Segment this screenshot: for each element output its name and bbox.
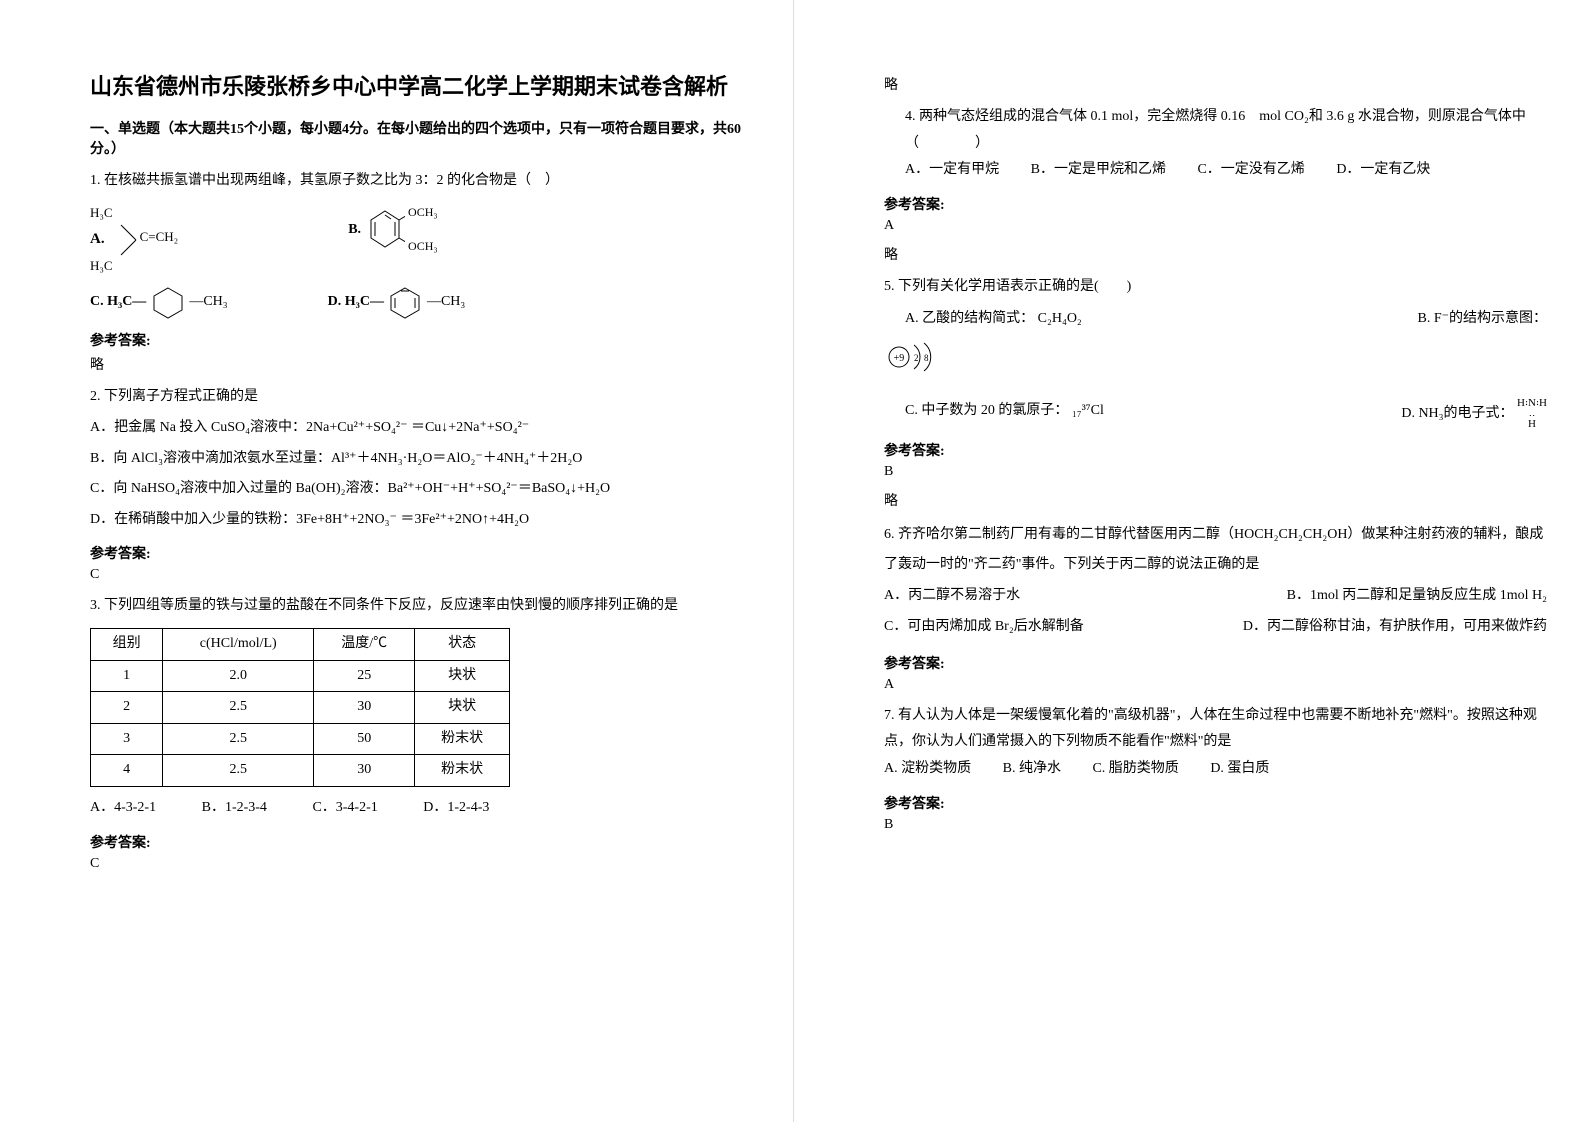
q6-opt-c: C．可由丙烯加成 Br₂后水解制备	[884, 612, 1084, 643]
page-left: 山东省德州市乐陵张桥乡中心中学高二化学上学期期末试卷含解析 一、单选题（本大题共…	[0, 0, 794, 1122]
answer-label: 参考答案:	[90, 330, 753, 350]
q5-opt-d: D. NH₃的电子式： H꞉N꞉H ‥ H	[1401, 398, 1547, 430]
q5-shell-diagram: +9 2 8	[884, 337, 1547, 388]
q6-answer: A	[884, 677, 1547, 693]
q6-opt-b: B．1mol 丙二醇和足量钠反应生成 1mol H₂	[1287, 581, 1547, 612]
benzene-d-icon	[387, 284, 423, 320]
svg-text:2: 2	[914, 353, 919, 363]
main-title: 山东省德州市乐陵张桥乡中心中学高二化学上学期期末试卷含解析	[90, 70, 753, 103]
answer-label: 参考答案:	[884, 194, 1547, 214]
table-row: 3 2.5 50 粉末状	[91, 723, 510, 755]
question-4: 4. 两种气态烃组成的混合气体 0.1 mol，完全燃烧得 0.16 mol C…	[884, 104, 1547, 184]
q3-options: A．4-3-2-1 B．1-2-3-4 C．3-4-2-1 D．1-2-4-3	[90, 795, 753, 822]
q3-answer: C	[90, 856, 753, 872]
q2-opt-a: A．把金属 Na 投入 CuSO₄溶液中：2Na+Cu²⁺+SO₄²⁻ ＝Cu↓…	[90, 415, 753, 442]
q2-stem: 2. 下列离子方程式正确的是	[90, 384, 753, 411]
question-1: 1. 在核磁共振氢谱中出现两组峰，其氢原子数之比为 3：2 的化合物是（ ） H…	[90, 168, 753, 320]
question-7: 7. 有人认为人体是一架缓慢氧化着的"高级机器"，人体在生命过程中也需要不断地补…	[884, 703, 1547, 783]
svg-text:+9: +9	[894, 353, 905, 364]
q1-option-d: D. H₃C— —CH₃	[328, 284, 466, 320]
q1-option-b: B. OCH₃ OCH₃	[348, 201, 437, 279]
table-row: 1 2.0 25 块状	[91, 660, 510, 692]
q7-stem: 7. 有人认为人体是一架缓慢氧化着的"高级机器"，人体在生命过程中也需要不断地补…	[884, 703, 1547, 756]
q5-stem: 5. 下列有关化学用语表示正确的是( )	[884, 274, 1547, 301]
q4-略: 略	[884, 244, 1547, 264]
q4-stem: 4. 两种气态烃组成的混合气体 0.1 mol，完全燃烧得 0.16 mol C…	[884, 104, 1547, 157]
q5-opt-c: C. 中子数为 20 的氯原子： ₁₇³⁷Cl	[884, 398, 1104, 430]
q3-stem: 3. 下列四组等质量的铁与过量的盐酸在不同条件下反应，反应速率由快到慢的顺序排列…	[90, 593, 753, 620]
q4-answer: A	[884, 218, 1547, 234]
q6-stem: 6. 齐齐哈尔第二制药厂用有毒的二甘醇代替医用丙二醇（HOCH₂CH₂CH₂OH…	[884, 520, 1547, 582]
question-3: 3. 下列四组等质量的铁与过量的盐酸在不同条件下反应，反应速率由快到慢的顺序排列…	[90, 593, 753, 821]
q1-answer: 略	[90, 354, 753, 374]
q5-略: 略	[884, 490, 1547, 510]
answer-label: 参考答案:	[90, 543, 753, 563]
section-1-head: 一、单选题（本大题共15个小题，每小题4分。在每小题给出的四个选项中，只有一项符…	[90, 118, 753, 158]
th: 组别	[91, 629, 163, 661]
table-row: 组别 c(HCl/mol/L) 温度/℃ 状态	[91, 629, 510, 661]
answer-label: 参考答案:	[884, 653, 1547, 673]
q5-opt-a: A. 乙酸的结构简式： C₂H₄O₂	[884, 306, 1082, 333]
q3-table: 组别 c(HCl/mol/L) 温度/℃ 状态 1 2.0 25 块状 2 2.…	[90, 628, 510, 787]
q1-option-a: H₃C A. H₃C C=CH₂	[90, 201, 228, 279]
q5-opt-b: B. F⁻的结构示意图：	[1417, 306, 1547, 333]
table-row: 4 2.5 30 粉末状	[91, 755, 510, 787]
benzene-b-icon	[365, 207, 405, 251]
answer-label: 参考答案:	[884, 440, 1547, 460]
q6-opt-d: D．丙二醇俗称甘油，有护肤作用，可用来做炸药	[1243, 612, 1547, 643]
q2-opt-c: C．向 NaHSO₄溶液中加入过量的 Ba(OH)₂溶液：Ba²⁺+OH⁻+H⁺…	[90, 476, 753, 503]
continued-略: 略	[884, 74, 1547, 94]
th: c(HCl/mol/L)	[163, 629, 314, 661]
q5-answer: B	[884, 464, 1547, 480]
th: 状态	[415, 629, 510, 661]
question-2: 2. 下列离子方程式正确的是 A．把金属 Na 投入 CuSO₄溶液中：2Na+…	[90, 384, 753, 533]
answer-label: 参考答案:	[90, 832, 753, 852]
q1-option-c: C. H₃C— —CH₃	[90, 284, 228, 320]
question-6: 6. 齐齐哈尔第二制药厂用有毒的二甘醇代替医用丙二醇（HOCH₂CH₂CH₂OH…	[884, 520, 1547, 643]
q7-options: A. 淀粉类物质 B. 纯净水 C. 脂肪类物质 D. 蛋白质	[884, 756, 1547, 783]
table-row: 2 2.5 30 块状	[91, 692, 510, 724]
q1-stem: 1. 在核磁共振氢谱中出现两组峰，其氢原子数之比为 3：2 的化合物是（ ）	[90, 168, 753, 195]
q7-answer: B	[884, 817, 1547, 833]
q6-opt-a: A．丙二醇不易溶于水	[884, 581, 1020, 612]
page-right: 略 4. 两种气态烃组成的混合气体 0.1 mol，完全燃烧得 0.16 mol…	[794, 0, 1587, 1122]
th: 温度/℃	[314, 629, 415, 661]
q2-opt-b: B．向 AlCl₃溶液中滴加浓氨水至过量：Al³⁺＋4NH₃·H₂O＝AlO₂⁻…	[90, 446, 753, 473]
answer-label: 参考答案:	[884, 793, 1547, 813]
electron-shell-icon: +9 2 8	[884, 337, 944, 377]
q2-opt-d: D．在稀硝酸中加入少量的铁粉：3Fe+8H⁺+2NO₃⁻ ＝3Fe²⁺+2NO↑…	[90, 507, 753, 534]
cyclohexane-c-icon	[150, 284, 186, 320]
q2-answer: C	[90, 567, 753, 583]
q4-options: A．一定有甲烷 B．一定是甲烷和乙烯 C．一定没有乙烯 D．一定有乙炔	[884, 157, 1547, 184]
svg-text:8: 8	[924, 353, 929, 363]
question-5: 5. 下列有关化学用语表示正确的是( ) A. 乙酸的结构简式： C₂H₄O₂ …	[884, 274, 1547, 430]
